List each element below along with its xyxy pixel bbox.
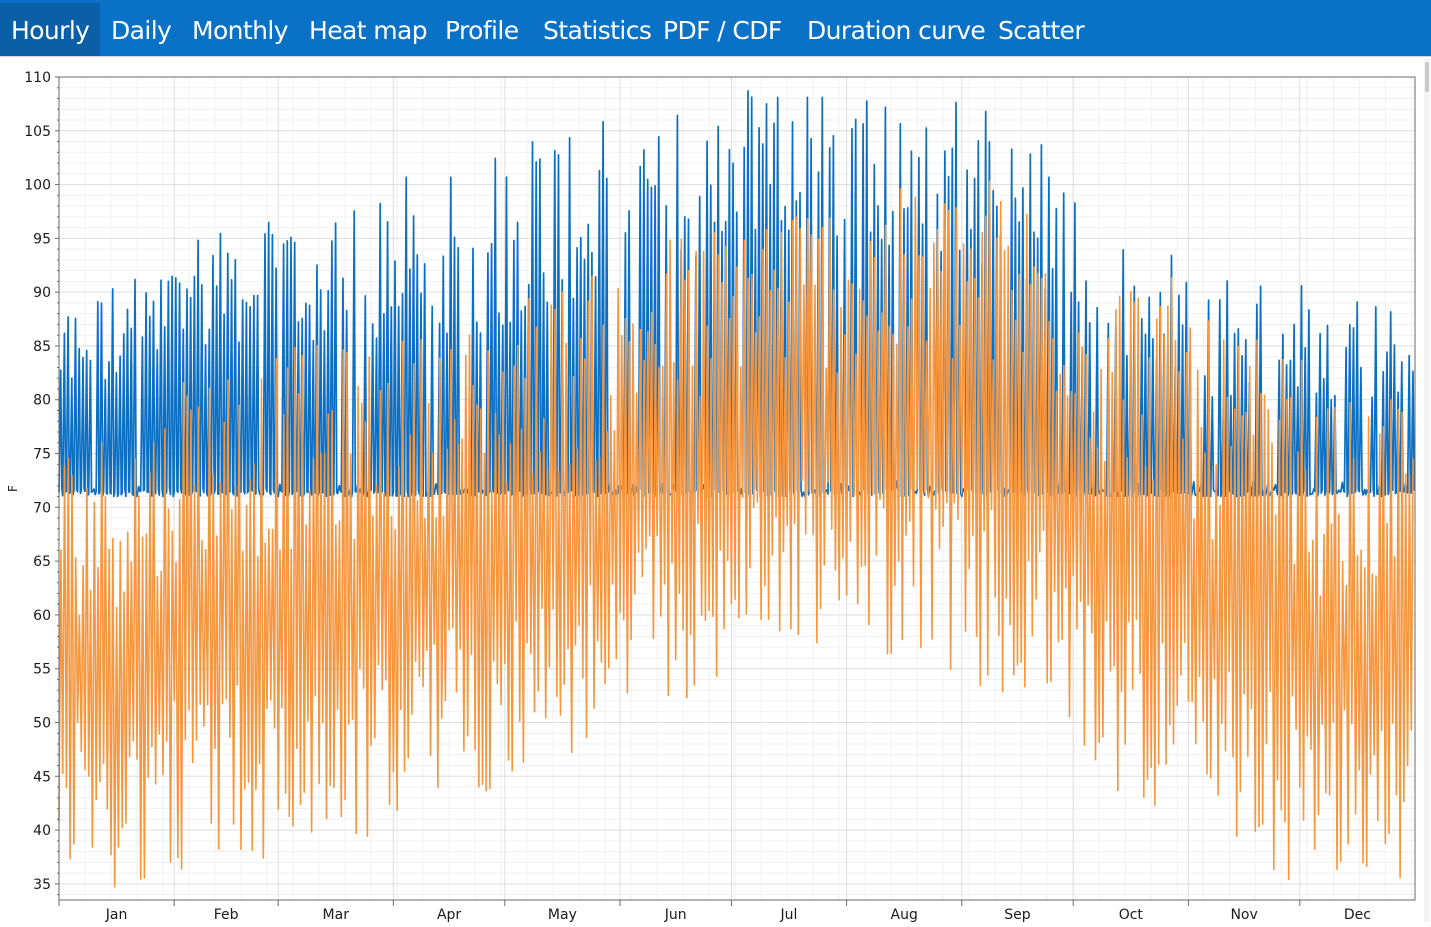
hourly-chart-panel: 35 40 45 50 55 60 65 70 75 80 85 90 95 100 105 110 Jan F… — [0, 57, 1431, 923]
y-tick-label: 45 — [33, 769, 51, 785]
y-axis: 35 40 45 50 55 60 65 70 75 80 85 90 95 100 105 110 — [24, 70, 59, 896]
y-tick-label: 105 — [24, 124, 51, 140]
y-tick-label: 40 — [33, 823, 51, 839]
tab-daily[interactable]: Daily — [111, 16, 172, 45]
x-tick-label: Aug — [891, 907, 918, 922]
y-tick-label: 100 — [24, 178, 51, 194]
hourly-line-chart: 35 40 45 50 55 60 65 70 75 80 85 90 95 100 105 110 Jan F… — [6, 70, 1416, 923]
y-tick-label: 90 — [33, 285, 51, 301]
y-tick-label: 35 — [33, 877, 51, 893]
y-tick-label: 80 — [33, 393, 51, 409]
y-axis-label: F — [6, 485, 20, 492]
x-tick-label: Sep — [1004, 907, 1031, 922]
tab-hourly[interactable]: Hourly — [0, 3, 101, 56]
y-tick-label: 85 — [33, 339, 51, 355]
x-tick-label: Nov — [1230, 907, 1257, 922]
view-tabbar: Hourly Daily Monthly Heat map Profile St… — [0, 0, 1431, 57]
x-tick-label: Apr — [437, 907, 461, 922]
tab-duration-curve[interactable]: Duration curve — [807, 16, 986, 45]
y-tick-label: 50 — [33, 715, 51, 731]
x-tick-label: Jan — [105, 907, 128, 922]
x-axis: Jan Feb Mar Apr May Jun Jul Aug Sep Oct Nov Dec — [58, 900, 1371, 923]
plot-frame — [58, 76, 1416, 901]
x-tick-label: Oct — [1119, 907, 1144, 922]
x-tick-label: Mar — [323, 907, 350, 922]
y-tick-label: 110 — [24, 70, 51, 86]
y-tick-label: 60 — [33, 608, 51, 624]
tab-pdf-cdf[interactable]: PDF / CDF — [663, 16, 782, 45]
x-tick-label: Jun — [664, 907, 687, 922]
series-layer — [58, 90, 1415, 888]
x-tick-label: Dec — [1344, 907, 1371, 922]
x-tick-label: Jul — [780, 907, 798, 922]
tab-heat-map[interactable]: Heat map — [309, 16, 428, 45]
y-tick-label: 75 — [33, 447, 51, 463]
y-tick-label: 65 — [33, 554, 51, 570]
tab-statistics[interactable]: Statistics — [543, 16, 652, 45]
tab-scatter[interactable]: Scatter — [998, 16, 1085, 45]
scrollbar-track[interactable] — [1424, 58, 1430, 922]
scrollbar-thumb[interactable] — [1425, 62, 1429, 92]
x-tick-label: Feb — [214, 907, 239, 922]
y-tick-label: 70 — [33, 500, 51, 516]
series-blue-line — [58, 90, 1415, 498]
tab-monthly[interactable]: Monthly — [192, 16, 289, 45]
tab-profile[interactable]: Profile — [445, 16, 519, 45]
series-orange-line — [58, 180, 1414, 888]
x-tick-label: May — [548, 907, 577, 922]
y-tick-label: 55 — [33, 662, 51, 678]
y-tick-label: 95 — [33, 231, 51, 247]
